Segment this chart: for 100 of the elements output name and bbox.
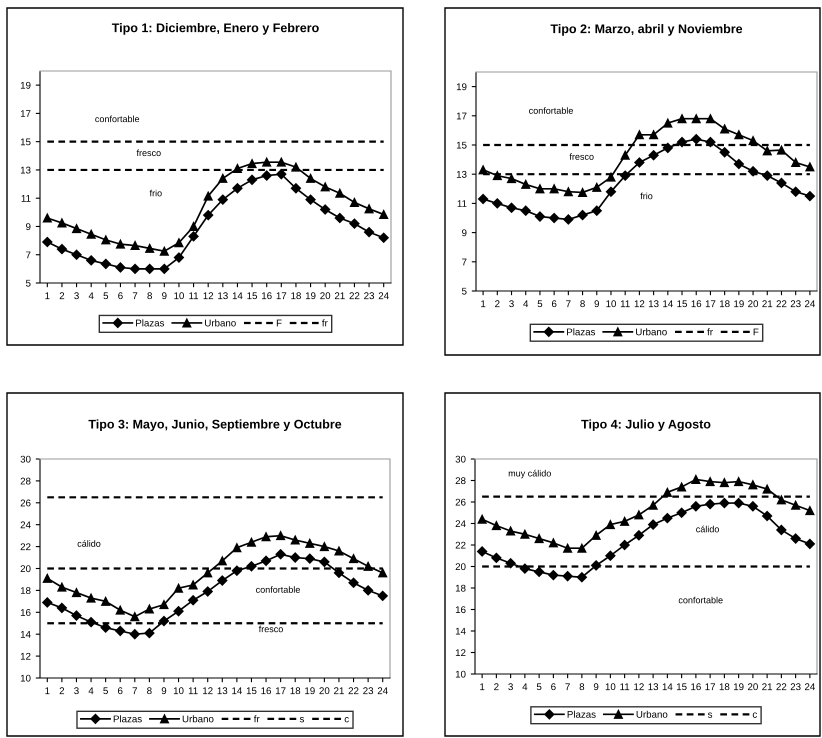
x-tick-label: 18 [291, 292, 301, 300]
point [563, 544, 572, 553]
point [159, 264, 170, 274]
annotation: cálido [78, 540, 100, 547]
point [276, 531, 286, 540]
point [776, 495, 786, 504]
point [42, 213, 52, 222]
point [748, 480, 758, 490]
point [144, 264, 155, 274]
y-tick-label: 5 [26, 280, 31, 287]
x-tick-label: 9 [594, 300, 600, 308]
point [648, 150, 659, 160]
point [620, 516, 630, 526]
x-tick-label: 1 [480, 683, 484, 690]
point [791, 500, 800, 510]
point [262, 532, 271, 542]
point [86, 230, 96, 239]
x-tick-label: 23 [363, 687, 374, 694]
chart-title: Tipo 3: Mayo, Junio, Septiembre y Octubre [88, 419, 342, 432]
point [734, 158, 744, 170]
point [130, 241, 140, 250]
x-tick-label: 10 [174, 292, 184, 300]
point [72, 588, 81, 598]
point [676, 136, 688, 148]
x-tick-label: 19 [305, 687, 315, 694]
x-tick-label: 13 [218, 292, 228, 300]
point [620, 150, 630, 160]
point [246, 561, 257, 572]
x-tick-label: 11 [188, 687, 198, 694]
legend-label: Plazas [136, 319, 164, 326]
point [42, 574, 52, 583]
x-tick-label: 12 [203, 687, 213, 694]
point [100, 258, 111, 270]
point [576, 572, 587, 582]
point [634, 530, 644, 540]
y-tick-label: 30 [20, 456, 31, 463]
x-tick-label: 2 [60, 292, 64, 300]
x-tick-label: 24 [804, 683, 815, 690]
point [334, 212, 345, 224]
x-tick-label: 8 [580, 300, 585, 308]
point [260, 556, 272, 566]
point [720, 124, 730, 134]
legend-label: F [276, 320, 282, 326]
legend-label: Urbano [636, 328, 667, 336]
point [71, 610, 82, 621]
point [203, 210, 214, 220]
y-tick-label: 28 [456, 477, 466, 484]
y-tick-label: 18 [20, 587, 31, 594]
point [204, 192, 213, 201]
x-tick-label: 10 [174, 687, 184, 694]
point [677, 482, 686, 492]
point [548, 570, 558, 580]
x-tick-label: 15 [247, 292, 258, 300]
x-tick-label: 8 [147, 687, 152, 694]
point [306, 174, 316, 183]
point [100, 622, 111, 633]
point [691, 134, 702, 144]
point [188, 580, 198, 590]
point [620, 540, 630, 550]
x-tick-label: 22 [776, 300, 786, 308]
x-tick-label: 7 [566, 300, 571, 308]
point [189, 222, 198, 231]
point [662, 488, 672, 497]
point [606, 520, 615, 530]
chart-title: Tipo 4: Julio y Agosto [581, 419, 710, 432]
y-tick-label: 20 [456, 563, 466, 570]
point [776, 146, 786, 155]
x-tick-label: 23 [790, 300, 801, 308]
annotation: confortable [678, 596, 723, 604]
point [705, 499, 716, 510]
y-tick-label: 16 [456, 606, 466, 614]
x-tick-label: 2 [60, 687, 64, 694]
point [130, 629, 140, 640]
point [305, 538, 314, 548]
point [534, 534, 544, 544]
x-tick-label: 21 [334, 687, 344, 694]
chart-title: Tipo 2: Marzo, abril y Noviembre [550, 24, 742, 36]
point [804, 190, 816, 202]
annotation: fresco [258, 626, 283, 632]
x-tick-label: 16 [261, 687, 272, 694]
y-tick-label: 9 [26, 223, 31, 230]
point [276, 158, 286, 167]
x-tick-label: 8 [580, 683, 584, 690]
x-tick-label: 8 [147, 292, 152, 300]
y-tick-label: 7 [462, 258, 466, 266]
point [334, 546, 344, 556]
point [144, 628, 154, 638]
point [478, 165, 488, 174]
x-tick-label: 24 [804, 300, 816, 308]
point [378, 232, 389, 243]
x-tick-label: 14 [232, 687, 242, 694]
point [174, 584, 184, 593]
point [290, 536, 300, 545]
point [506, 526, 516, 536]
legend-label: Urbano [182, 715, 214, 722]
point [218, 174, 228, 183]
point [535, 184, 544, 194]
x-tick-label: 12 [634, 300, 644, 308]
x-tick-label: 16 [692, 300, 702, 308]
point [548, 538, 558, 548]
